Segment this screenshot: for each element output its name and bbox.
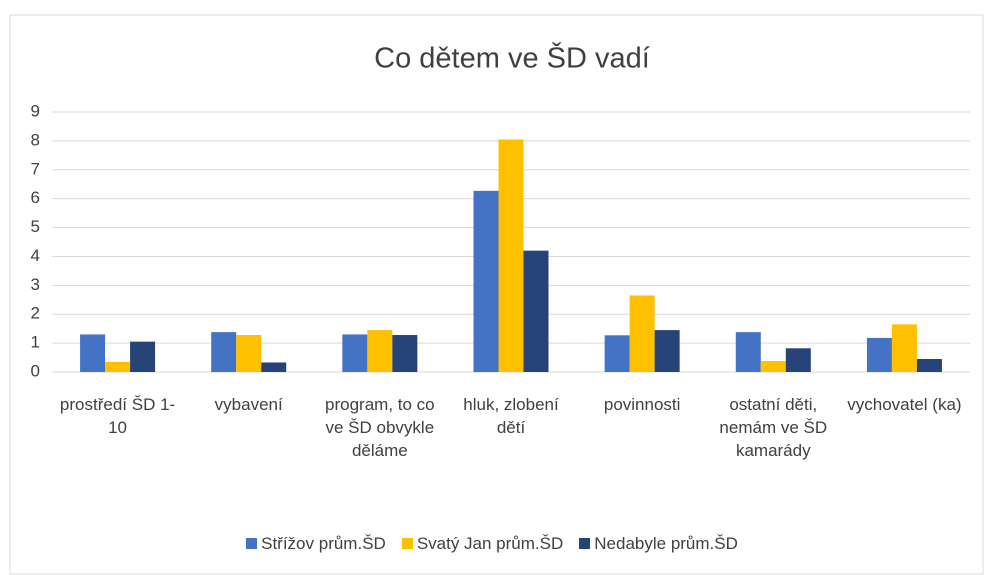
- bar: [629, 295, 655, 372]
- bar: [105, 361, 131, 372]
- bar: [498, 139, 524, 372]
- x-tick-label: program, to co ve ŠD obvykle děláme: [325, 395, 435, 460]
- y-tick-label: 5: [31, 217, 40, 236]
- y-tick-label: 7: [31, 159, 40, 178]
- bar: [654, 330, 680, 372]
- legend-item: Svatý Jan prům.ŠD: [401, 534, 564, 554]
- bar: [473, 190, 499, 372]
- bar: [211, 332, 237, 372]
- bar: [342, 334, 368, 372]
- legend: Střížov prům.ŠD Svatý Jan prům.ŠD Nedabyle…: [0, 534, 984, 554]
- x-tick-label: prostředí ŠD 1-10: [59, 395, 176, 437]
- legend-label: Střížov prům.ŠD: [261, 534, 386, 553]
- y-tick-label: 8: [31, 130, 40, 149]
- y-tick-label: 1: [31, 333, 40, 352]
- bar: [392, 335, 418, 372]
- bar: [604, 335, 630, 372]
- legend-swatch: [579, 538, 591, 549]
- bar: [367, 330, 393, 372]
- chart-title: Co dětem ve ŠD vadí: [374, 41, 650, 75]
- bar: [735, 332, 761, 372]
- x-tick-label: vybavení: [214, 395, 283, 414]
- bar: [261, 362, 287, 372]
- bar: [785, 348, 811, 372]
- bar: [236, 335, 262, 372]
- y-tick-label: 4: [31, 246, 40, 265]
- y-tick-label: 6: [31, 188, 40, 207]
- legend-label: Nedabyle prům.ŠD: [594, 534, 738, 553]
- bar: [916, 359, 942, 372]
- bar: [891, 324, 917, 372]
- legend-swatch: [401, 538, 413, 549]
- y-tick-label: 9: [31, 101, 40, 120]
- legend-item: Střížov prům.ŠD: [246, 534, 386, 554]
- x-tick-label: hluk, zlobení dětí: [463, 395, 559, 437]
- bar: [523, 250, 549, 372]
- legend-swatch: [246, 538, 258, 549]
- legend-item: Nedabyle prům.ŠD: [579, 534, 738, 554]
- x-tick-label: ostatní děti, nemám ve ŠD kamarády: [719, 395, 828, 460]
- x-tick-label: povinnosti: [603, 395, 681, 414]
- bar: [760, 361, 786, 372]
- y-tick-label: 3: [31, 275, 40, 294]
- y-tick-label: 2: [31, 304, 40, 323]
- bar: [866, 337, 892, 372]
- y-tick-label: 0: [31, 361, 40, 380]
- x-tick-label: vychovatel (ka): [847, 395, 962, 414]
- bar: [130, 341, 156, 372]
- legend-label: Svatý Jan prům.ŠD: [416, 534, 564, 553]
- bar: [80, 334, 106, 372]
